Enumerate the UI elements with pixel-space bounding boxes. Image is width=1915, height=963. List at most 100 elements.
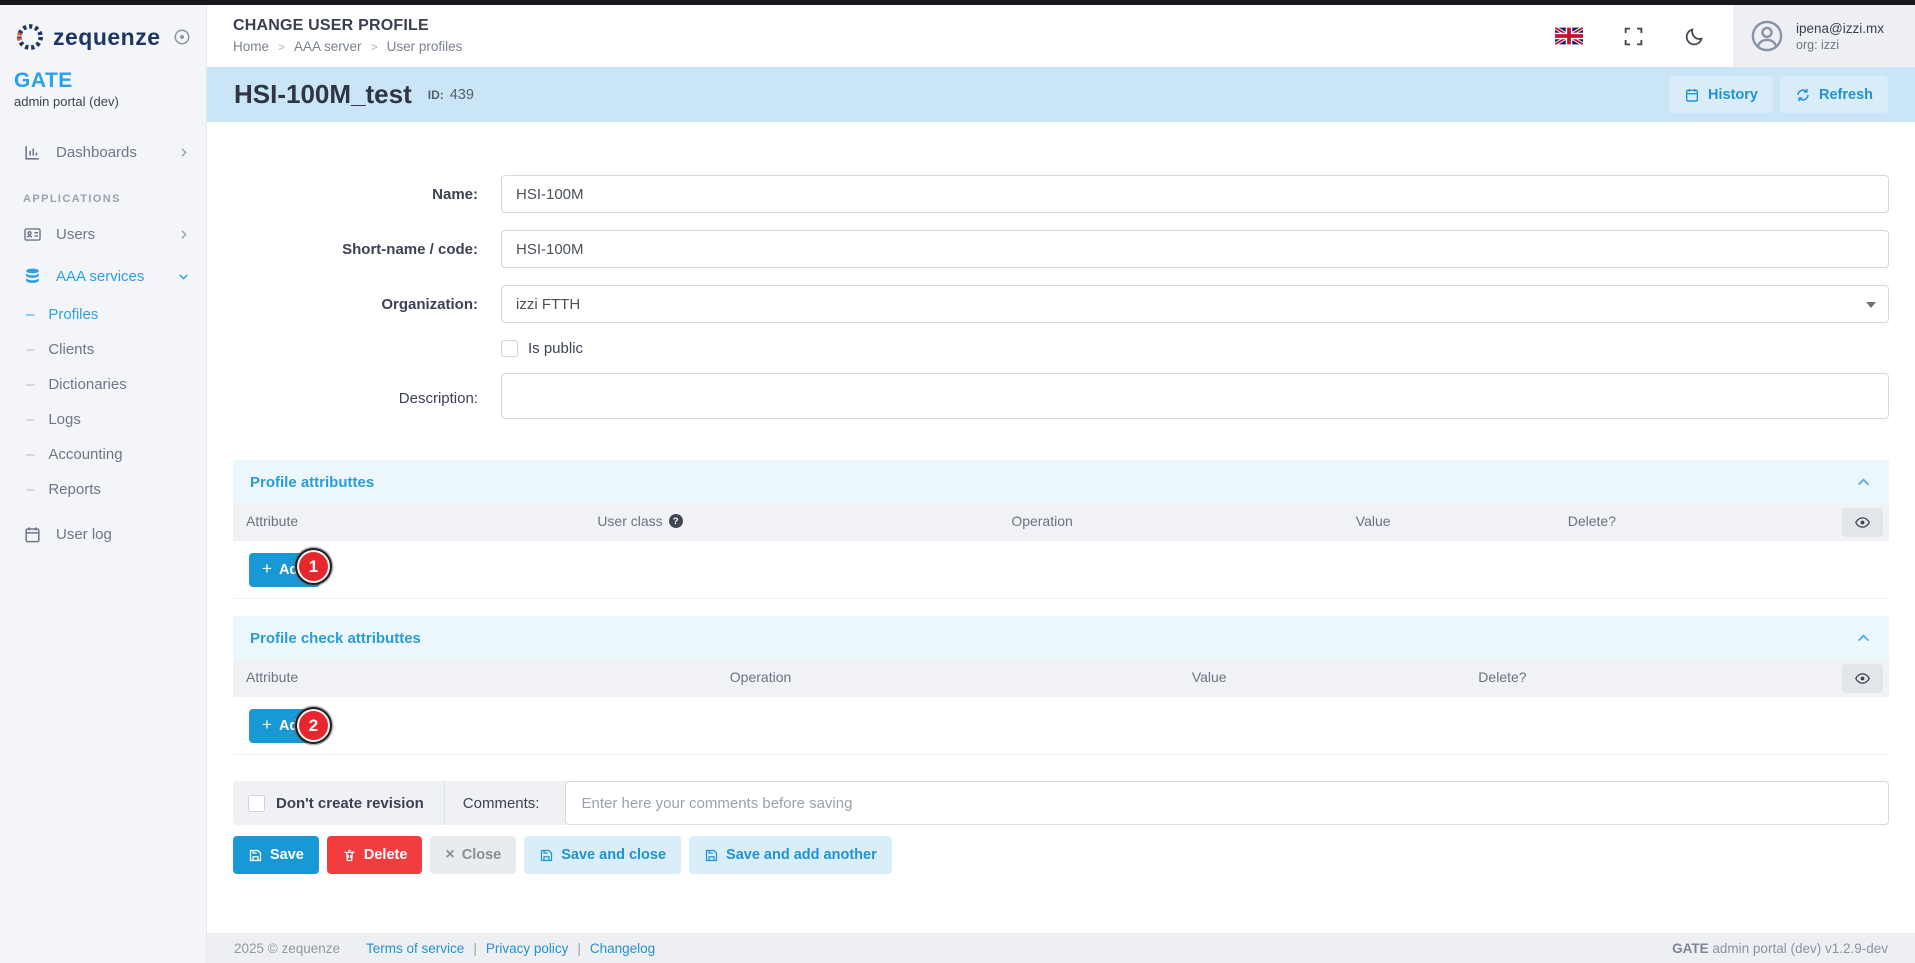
annotation-badge-1: 1: [297, 550, 330, 583]
changelog-link[interactable]: Changelog: [589, 940, 656, 956]
save-button[interactable]: Save: [233, 836, 319, 874]
avatar-icon: [1751, 20, 1783, 52]
short-name-label: Short-name / code:: [342, 240, 478, 258]
save-icon: [541, 849, 553, 861]
sidebar-collapse-icon[interactable]: [173, 28, 191, 46]
sidebar-item-profiles[interactable]: Profiles: [0, 297, 206, 332]
action-buttons: Save Delete × Close Save and close Save …: [233, 836, 1889, 874]
page-heading: CHANGE USER PROFILE: [233, 17, 429, 35]
toggle-columns-eye-button[interactable]: [1842, 664, 1883, 693]
profile-check-attributes-table-header: Attribute Operation Value Delete?: [233, 660, 1889, 697]
profile-check-attributes-add-row: + Add 2: [233, 697, 1889, 755]
chevron-up-icon[interactable]: [1855, 630, 1872, 647]
sidebar-item-logs[interactable]: Logs: [0, 402, 206, 437]
comments-label: Comments:: [462, 794, 540, 812]
column-user-class: User class: [597, 513, 683, 529]
close-x-icon: ×: [445, 845, 455, 863]
chevron-right-icon: [181, 229, 187, 239]
version-info: GATE admin portal (dev) v1.2.9-dev: [1672, 940, 1888, 956]
toggle-columns-eye-button[interactable]: [1842, 508, 1883, 537]
uk-flag-language-button[interactable]: [1555, 27, 1583, 45]
zequenze-logo-icon: [17, 24, 43, 50]
description-label: Description:: [398, 390, 478, 407]
revision-bar: Don't create revision Comments:: [233, 781, 1889, 825]
sidebar-item-clients[interactable]: Clients: [0, 332, 206, 367]
save-icon: [249, 849, 262, 861]
topbar: CHANGE USER PROFILE Home > AAA server > …: [207, 5, 1915, 67]
sidebar-item-accounting[interactable]: Accounting: [0, 437, 206, 472]
close-button[interactable]: × Close: [430, 836, 517, 874]
sidebar-item-aaa-services[interactable]: AAA services: [0, 255, 206, 297]
short-name-input[interactable]: [501, 230, 1889, 268]
menu-section-label: APPLICATIONS: [23, 193, 121, 205]
breadcrumb-aaa-server[interactable]: AAA server: [294, 39, 362, 55]
sidebar-menu: Dashboards APPLICATIONS Users AAA serv: [0, 131, 206, 555]
is-public-checkbox[interactable]: [501, 340, 518, 357]
organization-label: Organization:: [381, 295, 478, 313]
user-email: ipena@izzi.mx: [1796, 20, 1884, 36]
column-value: Value: [1355, 513, 1391, 529]
main-content: Name: Short-name / code: Organization: i…: [207, 122, 1915, 933]
eye-icon: [1855, 517, 1870, 528]
calendar-icon: [25, 526, 40, 542]
column-operation: Operation: [729, 669, 792, 685]
page-title-banner: HSI-100M_test ID: 439 History Refresh: [207, 67, 1915, 122]
column-attribute: Attribute: [246, 669, 299, 685]
breadcrumb-separator: >: [370, 40, 378, 54]
sidebar-item-dictionaries[interactable]: Dictionaries: [0, 367, 206, 402]
breadcrumb-separator: >: [278, 40, 286, 54]
profile-check-attributes-header[interactable]: Profile check attributtes: [233, 616, 1889, 660]
plus-icon: +: [262, 559, 272, 578]
user-org: org: izzi: [1796, 37, 1840, 52]
chevron-right-icon: [181, 147, 187, 157]
name-input[interactable]: [501, 175, 1889, 213]
user-menu[interactable]: ipena@izzi.mx org: izzi: [1733, 5, 1915, 67]
chevron-down-icon: [179, 273, 188, 280]
copyright: 2025 © zequenze: [234, 940, 341, 956]
breadcrumb-home[interactable]: Home: [233, 39, 270, 55]
column-delete: Delete?: [1567, 513, 1616, 529]
record-id-value: 439: [449, 86, 474, 103]
terms-of-service-link[interactable]: Terms of service: [366, 940, 465, 956]
refresh-icon: [1797, 88, 1809, 101]
calendar-icon: [1685, 88, 1699, 102]
organization-select[interactable]: izzi FTTH: [501, 285, 1889, 323]
database-icon: [26, 268, 39, 283]
trash-icon: [344, 849, 355, 861]
dark-mode-moon-icon[interactable]: [1684, 26, 1705, 47]
annotation-badge-2: 2: [297, 709, 330, 742]
delete-button[interactable]: Delete: [326, 836, 423, 874]
sidebar-item-user-log[interactable]: User log: [0, 513, 206, 555]
description-textarea[interactable]: [501, 373, 1889, 419]
breadcrumb: Home > AAA server > User profiles: [233, 40, 462, 54]
name-label: Name:: [432, 185, 478, 203]
refresh-button[interactable]: Refresh: [1780, 76, 1888, 113]
save-and-add-another-button[interactable]: Save and add another: [689, 836, 892, 874]
sidebar-item-dashboards[interactable]: Dashboards: [0, 131, 206, 173]
product-name: GATE: [14, 69, 73, 92]
record-title: HSI-100M_test: [234, 79, 412, 109]
history-button[interactable]: History: [1669, 76, 1773, 113]
dont-create-revision-checkbox[interactable]: [248, 794, 265, 812]
chevron-up-icon[interactable]: [1855, 474, 1872, 491]
id-card-icon: [24, 227, 41, 241]
sidebar-item-reports[interactable]: Reports: [0, 472, 206, 507]
plus-icon: +: [262, 715, 272, 734]
profile-attributes-section: Profile attributtes Attribute User class…: [233, 460, 1889, 599]
is-public-label: Is public: [528, 340, 584, 357]
eye-icon: [1855, 673, 1870, 684]
footer: 2025 © zequenze Terms of service | Priva…: [207, 933, 1915, 963]
breadcrumb-user-profiles[interactable]: User profiles: [386, 39, 463, 55]
column-operation: Operation: [1011, 513, 1073, 529]
sidebar: zequenze GATE admin portal (dev) Dashboa…: [0, 5, 207, 963]
fullscreen-icon[interactable]: [1623, 26, 1644, 47]
save-and-close-button[interactable]: Save and close: [524, 836, 682, 874]
column-attribute: Attribute: [246, 513, 299, 529]
privacy-policy-link[interactable]: Privacy policy: [485, 940, 569, 956]
profile-attributes-add-row: + Add 1: [233, 541, 1889, 599]
top-dark-strip: [0, 0, 1915, 5]
comments-input[interactable]: [565, 781, 1889, 825]
sidebar-item-users[interactable]: Users: [0, 213, 206, 255]
profile-attributes-header[interactable]: Profile attributtes: [233, 460, 1889, 504]
user-class-help-icon[interactable]: [668, 514, 683, 528]
